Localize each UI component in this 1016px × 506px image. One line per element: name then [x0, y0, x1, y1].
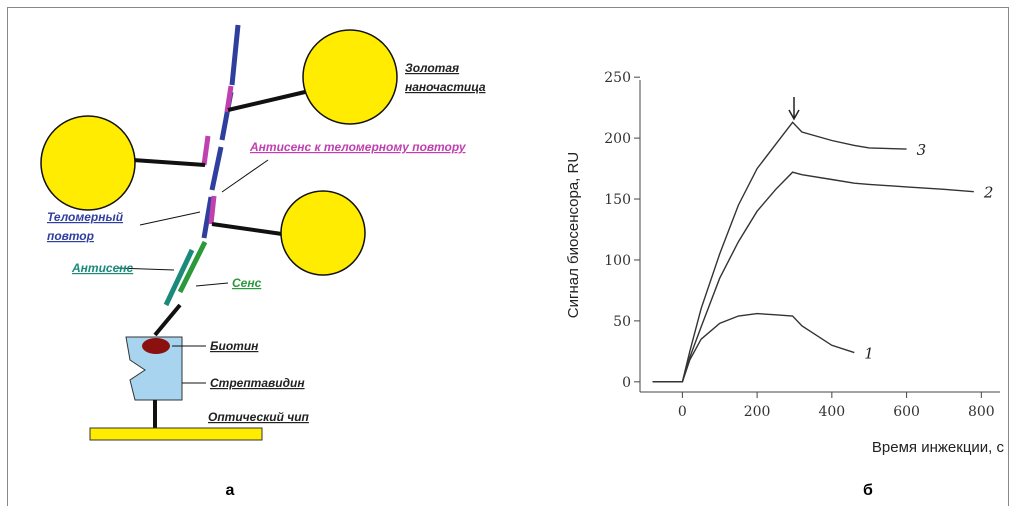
diagram-label: Сенс — [232, 276, 262, 290]
curve — [653, 314, 855, 382]
injection-arrow — [789, 97, 799, 119]
x-tick-label: 0 — [678, 404, 687, 420]
diagram-label: Антисенс к теломерному повтору — [249, 140, 467, 154]
diagram-label: Стрептавидин — [210, 376, 305, 390]
gold-nanoparticle — [303, 30, 397, 124]
gold-nanoparticle — [281, 191, 365, 275]
optical-chip — [90, 428, 262, 440]
y-tick-label: 50 — [613, 314, 631, 330]
diagram-label: Оптический чип — [208, 410, 310, 424]
y-tick-label: 0 — [622, 375, 631, 391]
y-axis-label: Сигнал биосенсора, RU — [565, 152, 582, 318]
figure: Золотая наночастица Антисенс к теломерно… — [0, 0, 1016, 506]
telomere-strand — [212, 147, 221, 190]
curve — [653, 172, 974, 382]
diagram-label: повтор — [47, 229, 94, 243]
diagram-label: Биотин — [210, 339, 259, 353]
curve — [653, 122, 907, 382]
linker — [212, 224, 282, 234]
biotin — [142, 338, 170, 354]
curve-label: 3 — [917, 141, 927, 159]
panel-label: б — [863, 482, 873, 499]
antisense-segment — [204, 136, 208, 165]
x-tick-label: 800 — [968, 404, 995, 420]
curve-label: 2 — [983, 184, 994, 202]
telomere-strand — [232, 25, 238, 85]
diagram-label: Антисенс — [71, 261, 134, 275]
panel-label: а — [226, 482, 235, 499]
gold-nanoparticle — [41, 116, 135, 210]
diagram-label: Теломерный — [47, 210, 124, 224]
curve-label: 1 — [864, 345, 874, 363]
diagram-label: Золотая — [405, 61, 459, 75]
y-tick-label: 150 — [604, 192, 631, 208]
y-tick-label: 100 — [604, 253, 631, 269]
linker — [133, 160, 205, 165]
x-tick-label: 400 — [818, 404, 845, 420]
y-tick-label: 250 — [604, 70, 631, 86]
y-tick-label: 200 — [604, 131, 631, 147]
linker — [228, 92, 305, 110]
x-tick-label: 200 — [744, 404, 771, 420]
x-tick-label: 600 — [893, 404, 920, 420]
linker — [155, 305, 180, 335]
x-axis-label: Время инжекции, с — [872, 439, 1005, 456]
antisense-segment — [211, 196, 214, 224]
diagram-label: наночастица — [405, 80, 486, 94]
